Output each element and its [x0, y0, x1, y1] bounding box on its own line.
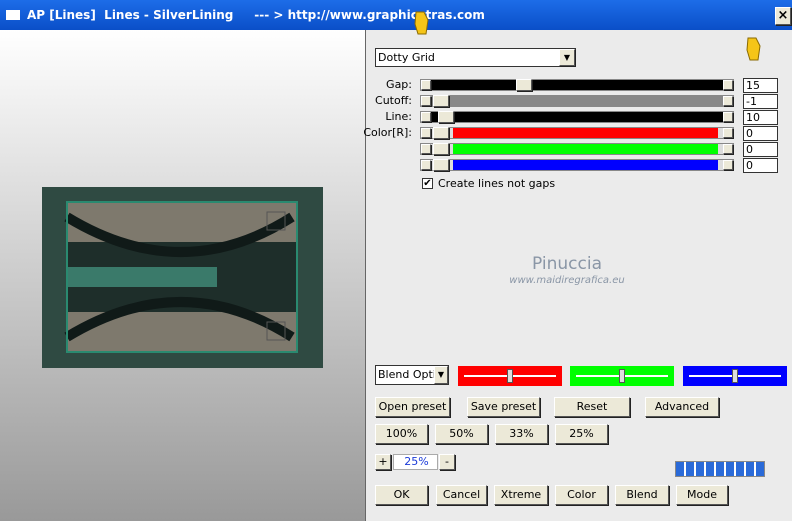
red-slider[interactable] — [458, 366, 562, 386]
action-button[interactable]: Color — [555, 485, 608, 505]
zoom-button[interactable]: 33% — [495, 424, 548, 444]
slider-label: Cutoff: — [375, 94, 412, 107]
slider-arrow — [421, 80, 431, 90]
action-button[interactable]: Xtreme — [494, 485, 548, 505]
zoom-button[interactable]: 25% — [555, 424, 608, 444]
slider-arrow — [421, 144, 431, 154]
slider[interactable] — [420, 143, 734, 155]
slider-fill — [453, 144, 718, 154]
value-box[interactable]: 0 — [743, 158, 778, 173]
action-button[interactable]: OK — [375, 485, 428, 505]
checkbox[interactable]: ✔ — [422, 178, 433, 189]
green-slider[interactable] — [570, 366, 674, 386]
zoom-button[interactable]: 50% — [435, 424, 488, 444]
slider-arrow — [723, 144, 733, 154]
checkbox-label: Create lines not gaps — [438, 177, 556, 190]
slider-thumb — [433, 95, 449, 107]
action-button[interactable]: Cancel — [436, 485, 487, 505]
slider-arrow — [421, 160, 431, 170]
slider[interactable] — [420, 79, 734, 91]
value-box[interactable]: 10 — [743, 110, 778, 125]
zoom-button[interactable]: 100% — [375, 424, 428, 444]
slider-arrow — [421, 112, 431, 122]
value-box[interactable]: 15 — [743, 78, 778, 93]
slider-arrow — [723, 128, 733, 138]
preset-button[interactable]: Open preset — [375, 397, 450, 417]
value-box[interactable]: 0 — [743, 126, 778, 141]
zoom-plus[interactable]: + — [375, 454, 391, 470]
hand-icon — [414, 11, 429, 35]
preview-image — [42, 187, 323, 368]
close-button[interactable]: × — [775, 7, 791, 25]
slider-label: Color[R]: — [363, 126, 412, 139]
slider-thumb — [433, 127, 449, 139]
progress-bar — [675, 461, 765, 477]
zoom-value[interactable]: 25% — [393, 454, 438, 470]
slider-thumb — [433, 159, 449, 171]
slider-thumb — [438, 111, 454, 123]
watermark-url: www.maidiregrafica.eu — [509, 275, 625, 286]
action-button[interactable]: Blend — [615, 485, 669, 505]
slider[interactable] — [420, 159, 734, 171]
value-box[interactable]: -1 — [743, 94, 778, 109]
watermark: Pinuccia — [532, 254, 602, 274]
window-title: AP [Lines] Lines - SilverLining --- > ht… — [27, 8, 485, 22]
zoom-minus[interactable]: - — [439, 454, 455, 470]
blend-dropdown[interactable]: Blend Optio ▼ — [375, 365, 449, 385]
slider-arrow — [421, 128, 431, 138]
slider-label: Gap: — [386, 78, 412, 91]
slider-label: Line: — [385, 110, 412, 123]
slider-arrow — [723, 96, 733, 106]
preset-dropdown[interactable]: Dotty Grid ▼ — [375, 48, 576, 67]
action-button[interactable]: Mode — [676, 485, 728, 505]
window-icon — [6, 10, 20, 20]
slider-arrow — [723, 112, 733, 122]
title-bar: AP [Lines] Lines - SilverLining --- > ht… — [0, 0, 792, 30]
slider-fill — [453, 160, 718, 170]
slider[interactable] — [420, 127, 734, 139]
slider-thumb — [516, 79, 532, 91]
slider-arrow — [723, 80, 733, 90]
slider-arrow — [421, 96, 431, 106]
dropdown-text: Blend Optio — [378, 368, 443, 381]
slider-fill — [453, 128, 718, 138]
slider-thumb — [433, 143, 449, 155]
preset-button[interactable]: Save preset — [467, 397, 540, 417]
dropdown-text: Dotty Grid — [378, 51, 435, 64]
hand-icon — [746, 37, 761, 61]
preset-button[interactable]: Reset — [554, 397, 630, 417]
slider[interactable] — [420, 111, 734, 123]
slider-arrow — [723, 160, 733, 170]
preset-button[interactable]: Advanced — [645, 397, 719, 417]
slider[interactable] — [420, 95, 734, 107]
value-box[interactable]: 0 — [743, 142, 778, 157]
blue-slider[interactable] — [683, 366, 787, 386]
